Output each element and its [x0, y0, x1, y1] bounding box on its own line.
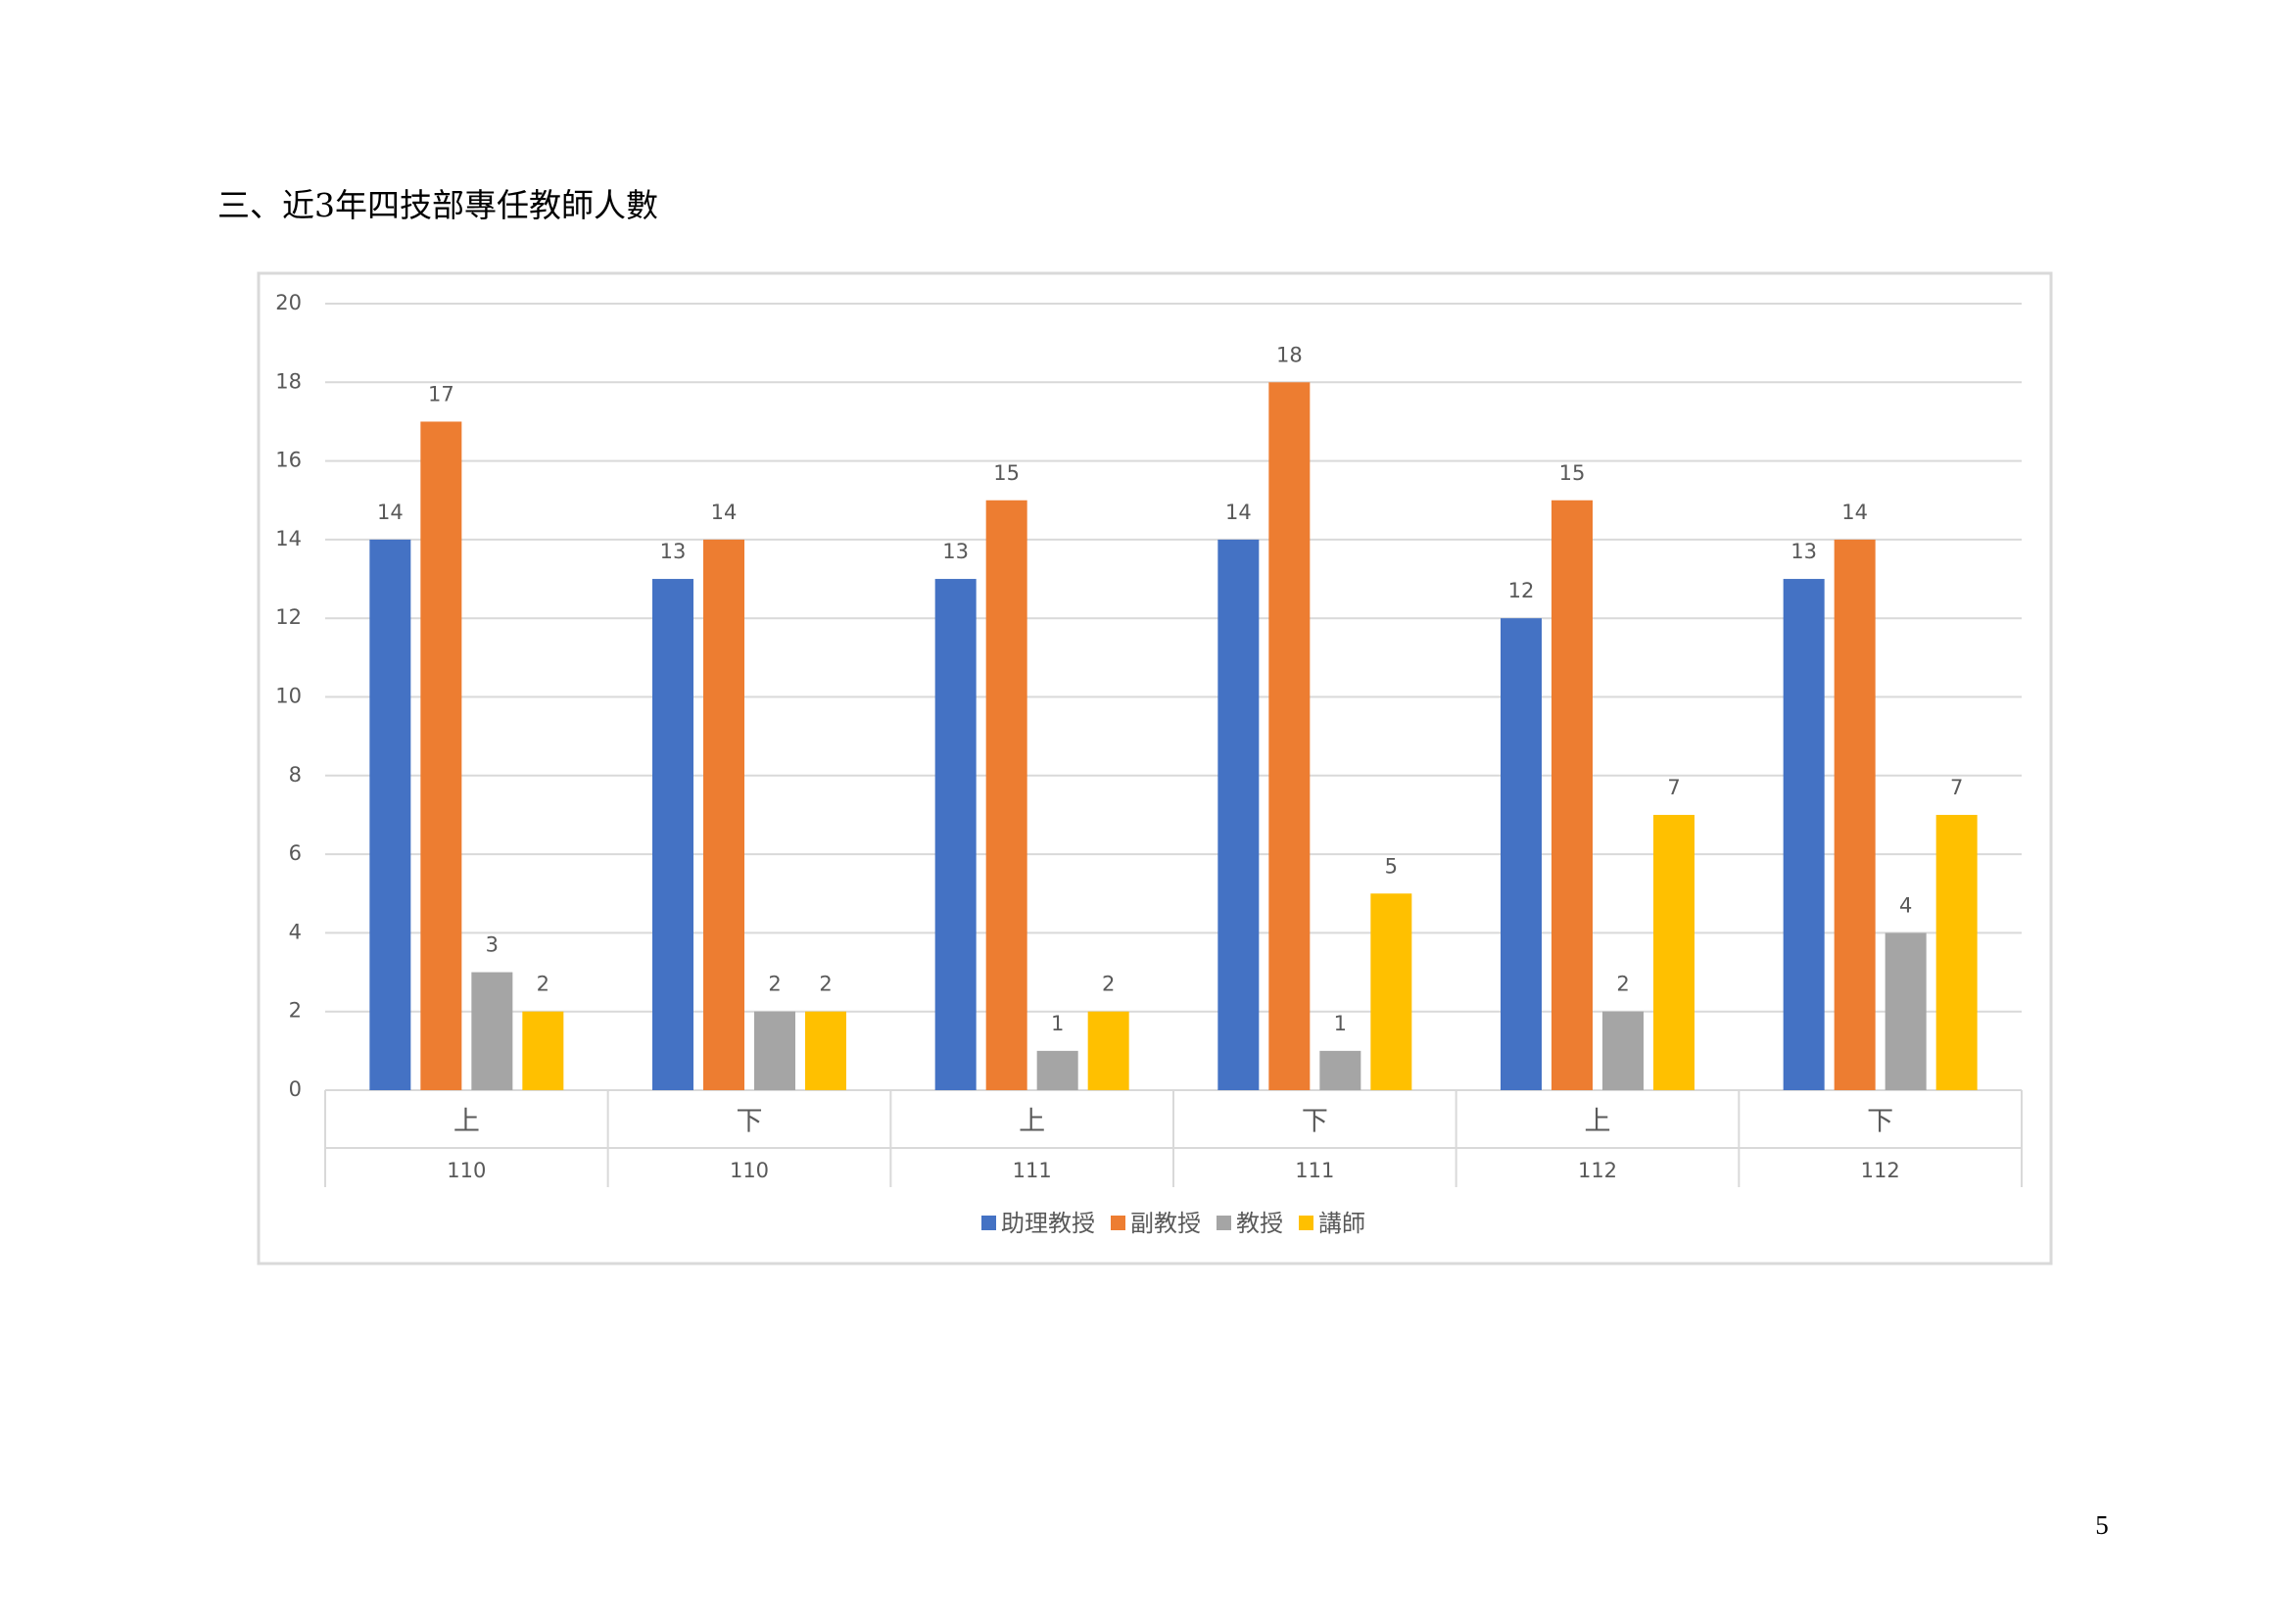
page-number: 5: [2095, 1510, 2109, 1540]
legend-swatch: [981, 1216, 996, 1230]
y-tick-label: 12: [275, 605, 302, 629]
legend-label: 講師: [1318, 1210, 1365, 1237]
data-label: 2: [1616, 973, 1629, 996]
legend-swatch: [1111, 1216, 1125, 1230]
y-tick-label: 0: [289, 1077, 302, 1101]
data-label: 13: [660, 540, 687, 563]
y-tick-label: 6: [289, 841, 302, 865]
bar: [1834, 539, 1876, 1090]
x-group-label: 110: [730, 1159, 769, 1182]
data-label: 2: [768, 973, 781, 996]
y-tick-label: 10: [275, 685, 302, 708]
bar: [1036, 1050, 1078, 1090]
data-label: 5: [1385, 854, 1398, 878]
bar: [1602, 1011, 1644, 1090]
data-label: 14: [711, 501, 738, 524]
bar: [754, 1011, 795, 1090]
data-label: 2: [819, 973, 832, 996]
data-label: 14: [377, 501, 404, 524]
bar: [1370, 893, 1412, 1090]
bar: [805, 1011, 846, 1090]
x-group-label: 111: [1295, 1159, 1334, 1182]
bar: [1268, 382, 1311, 1090]
chart-frame: [257, 271, 2053, 1266]
bar: [1551, 500, 1593, 1090]
data-label: 14: [1225, 501, 1252, 524]
bar: [522, 1011, 564, 1090]
x-group-label: 112: [1578, 1159, 1617, 1182]
data-label: 1: [1051, 1012, 1064, 1035]
data-label: 15: [993, 461, 1020, 485]
y-tick-label: 2: [289, 999, 302, 1023]
x-group-label: 112: [1861, 1159, 1900, 1182]
legend-swatch: [1217, 1216, 1231, 1230]
legend-label: 助理教授: [1001, 1210, 1095, 1237]
y-tick-label: 4: [289, 920, 302, 943]
x-tick-label: 下: [737, 1107, 763, 1137]
data-label: 13: [942, 540, 969, 563]
data-label: 4: [1899, 893, 1912, 917]
y-tick-label: 14: [275, 527, 302, 550]
data-label: 2: [1102, 973, 1115, 996]
bar: [420, 421, 462, 1090]
section-title: 三、近3年四技部專任教師人數: [217, 186, 658, 224]
x-tick-label: 上: [1585, 1107, 1611, 1137]
legend-label: 教授: [1236, 1210, 1283, 1237]
y-tick-label: 16: [275, 449, 302, 472]
legend-label: 副教授: [1130, 1210, 1201, 1237]
data-label: 15: [1559, 461, 1586, 485]
bar: [652, 579, 693, 1090]
bar: [1217, 539, 1260, 1090]
x-group-label: 110: [447, 1159, 486, 1182]
bar: [1653, 814, 1694, 1090]
bar: [369, 539, 411, 1090]
data-label: 2: [537, 973, 549, 996]
data-label: 13: [1790, 540, 1817, 563]
bar: [1935, 814, 1978, 1090]
x-tick-label: 下: [1302, 1107, 1328, 1137]
data-label: 14: [1841, 501, 1868, 524]
data-label: 12: [1508, 579, 1535, 602]
bar: [985, 500, 1027, 1090]
data-label: 7: [1667, 776, 1680, 799]
bar: [934, 579, 977, 1090]
bar: [1501, 618, 1542, 1090]
data-label: 18: [1276, 343, 1303, 366]
bar: [1885, 932, 1927, 1090]
y-tick-label: 20: [275, 291, 302, 314]
y-tick-label: 18: [275, 369, 302, 393]
x-tick-label: 上: [453, 1107, 480, 1137]
x-group-label: 111: [1013, 1159, 1052, 1182]
bar: [471, 972, 513, 1090]
data-label: 3: [486, 933, 499, 957]
bar: [703, 539, 744, 1090]
data-label: 7: [1950, 776, 1963, 799]
bar: [1319, 1050, 1361, 1090]
data-label: 17: [428, 382, 454, 406]
bar: [1087, 1011, 1129, 1090]
x-tick-label: 下: [1867, 1107, 1893, 1137]
data-label: 1: [1334, 1012, 1347, 1035]
y-tick-label: 8: [289, 763, 302, 787]
bar: [1783, 579, 1825, 1090]
x-tick-label: 上: [1019, 1107, 1045, 1137]
legend-swatch: [1299, 1216, 1313, 1230]
